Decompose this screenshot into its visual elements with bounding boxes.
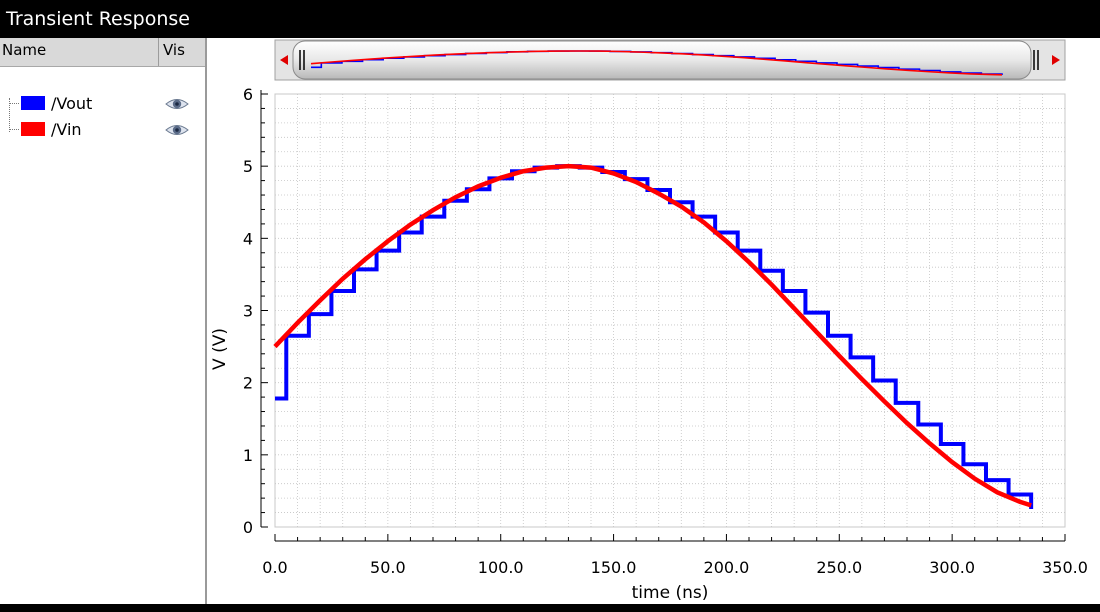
y-tick-label: 0 [243,518,253,537]
x-tick-label: 250.0 [816,558,862,577]
column-divider[interactable] [158,38,159,66]
x-tick-label: 200.0 [704,558,750,577]
signal-label-vout: /Vout [51,94,93,113]
signal-row-vout[interactable]: /Vout [0,92,205,116]
signal-row-vin[interactable]: /Vin [0,118,205,142]
signal-list-header: Name Vis [0,38,205,67]
y-axis-label: V (V) [210,328,230,370]
column-header-name[interactable]: Name [2,41,47,59]
x-tick-label: 0.0 [262,558,287,577]
vout-color-swatch [21,96,45,110]
x-tick-label: 50.0 [370,558,406,577]
signal-label-vin: /Vin [51,120,82,139]
plot-axes: 0 1 2 3 4 5 6 0.0 50.0 100.0 150.0 200.0 250.0 300.0 3… [243,85,1088,577]
plot-traces [273,163,1034,509]
y-tick-label: 1 [243,446,253,465]
x-axis-label: time (ns) [632,583,709,603]
overview-series-vin [310,50,1003,76]
y-tick-label: 4 [243,229,253,248]
plot-frame [274,93,1066,528]
transient-chart: 0 1 2 3 4 5 6 0.0 50.0 100.0 150.0 200.0 250.0 300.0 3… [210,39,1088,603]
signal-list-panel: Name Vis /Vout /Vin [0,38,207,604]
x-tick-label: 100.0 [478,558,524,577]
eye-icon[interactable] [165,122,189,138]
overview-thumb[interactable] [292,40,1032,80]
tree-connector [9,98,11,132]
column-header-vis[interactable]: Vis [163,41,185,59]
y-tick-label: 6 [243,85,253,104]
window-title: Transient Response [0,0,1100,38]
x-tick-label: 300.0 [929,558,975,577]
plot-grid [274,93,1066,528]
tree-branch [9,103,19,104]
scroll-right-arrow-icon[interactable] [1052,55,1060,65]
bottom-bar [0,604,1100,612]
tree-branch [9,129,19,130]
y-tick-label: 3 [243,302,253,321]
y-tick-label: 5 [243,157,253,176]
chart-area: 0 1 2 3 4 5 6 0.0 50.0 100.0 150.0 200.0 250.0 300.0 3… [207,38,1100,604]
overview-scrollbar[interactable] [274,39,1066,81]
left-handle-icon[interactable] [299,50,305,70]
eye-icon[interactable] [165,96,189,112]
overview-traces [310,50,1003,76]
y-tick-label: 2 [243,374,253,393]
x-tick-label: 350.0 [1042,558,1088,577]
right-handle-icon[interactable] [1033,50,1039,70]
vin-color-swatch [21,122,45,136]
series-vin [273,163,1032,508]
scroll-left-arrow-icon[interactable] [280,55,288,65]
x-tick-label: 150.0 [591,558,637,577]
